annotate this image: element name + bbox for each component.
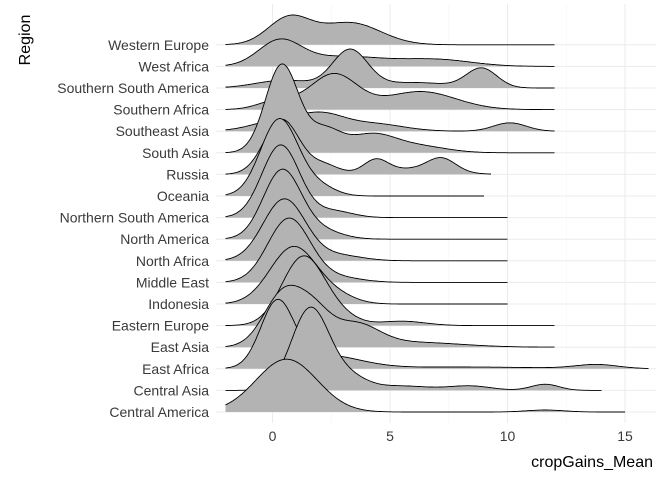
- ridge-western-europe: [225, 14, 555, 46]
- y-tick-label: Southern Africa: [113, 102, 209, 118]
- ridge-fill-southern-africa: [225, 73, 555, 110]
- y-tick-label: Southeast Asia: [116, 123, 210, 139]
- ridge-line-east-asia: [225, 284, 555, 348]
- x-tick-label: 15: [617, 428, 633, 444]
- y-tick-label: Eastern Europe: [112, 318, 209, 334]
- ridge-fill-western-europe: [225, 15, 555, 45]
- ridge-east-africa: [225, 298, 649, 369]
- y-tick-label: South Asia: [142, 145, 209, 161]
- ridge-line-west-africa: [225, 38, 555, 67]
- ridge-fill-south-asia: [225, 64, 555, 153]
- ridge-central-asia: [225, 306, 602, 391]
- ridge-line-indonesia: [225, 245, 508, 305]
- ridge-fill-central-america: [225, 359, 625, 412]
- ridge-line-western-europe: [225, 14, 555, 46]
- ridge-line-central-asia: [225, 306, 602, 391]
- y-tick-label: East Asia: [151, 339, 210, 355]
- ridge-fill-southern-south-america: [225, 49, 555, 88]
- ridge-fill-central-asia: [225, 307, 602, 391]
- ridge-west-africa: [225, 38, 555, 67]
- y-tick-label: Central America: [109, 404, 209, 420]
- ridge-line-north-africa: [225, 198, 508, 262]
- y-tick-label: East Africa: [142, 361, 209, 377]
- y-tick-label: Indonesia: [148, 296, 209, 312]
- y-tick-label: Middle East: [136, 274, 209, 290]
- x-tick-label: 10: [500, 428, 516, 444]
- x-tick-labels: 0 5 10 15: [269, 428, 633, 444]
- ridge-line-northern-south-america: [225, 144, 508, 219]
- y-tick-label: Southern South America: [57, 80, 209, 96]
- y-axis-title: Region: [17, 15, 34, 66]
- y-tick-label: Russia: [166, 166, 209, 182]
- y-tick-label: Western Europe: [108, 37, 209, 53]
- y-tick-label: North America: [120, 231, 209, 247]
- y-tick-label: Northern South America: [60, 210, 210, 226]
- x-tick-label: 5: [386, 428, 394, 444]
- ridges: [225, 14, 649, 413]
- ridge-line-south-asia: [225, 63, 555, 154]
- ridge-fill-east-africa: [225, 299, 649, 369]
- ridge-fill-west-africa: [225, 38, 555, 67]
- y-tick-label: Oceania: [157, 188, 209, 204]
- ridge-line-oceania: [225, 118, 484, 197]
- ridge-south-asia: [225, 63, 555, 154]
- y-tick-label: West Africa: [138, 58, 209, 74]
- ridge-line-middle-east: [225, 217, 508, 283]
- ridge-line-central-america: [225, 358, 625, 413]
- ridge-central-america: [225, 358, 625, 413]
- ridge-line-north-america: [225, 168, 508, 240]
- ridge-line-eastern-europe: [225, 255, 555, 327]
- ridge-line-east-africa: [225, 298, 649, 369]
- x-tick-label: 0: [269, 428, 277, 444]
- y-tick-label: Central Asia: [134, 382, 210, 398]
- x-axis-title: cropGains_Mean: [531, 454, 653, 471]
- y-tick-labels: Central America Central Asia East Africa Ea…: [57, 37, 209, 420]
- y-tick-label: North Africa: [136, 253, 209, 269]
